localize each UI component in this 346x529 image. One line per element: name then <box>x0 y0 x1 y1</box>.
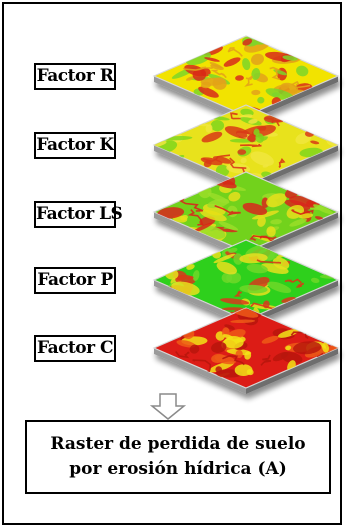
down-arrow-icon <box>149 393 187 420</box>
factor-c-label: Factor C <box>34 335 116 362</box>
result-title-line-2: por erosión hídrica (A) <box>69 459 287 479</box>
result-raster-box: Raster de perdida de suelo por erosión h… <box>25 420 331 494</box>
factor-ls-label: Factor LS <box>34 201 123 228</box>
factor-p-layer <box>152 239 340 326</box>
factor-k-layer <box>152 104 340 191</box>
factor-ls-layer <box>152 171 340 258</box>
factor-r-label: Factor R <box>34 63 116 90</box>
result-title-line-1: Raster de perdida de suelo <box>50 434 306 454</box>
factor-p-label: Factor P <box>34 267 116 294</box>
factor-k-label: Factor K <box>34 132 116 159</box>
factor-c-layer <box>152 307 340 394</box>
